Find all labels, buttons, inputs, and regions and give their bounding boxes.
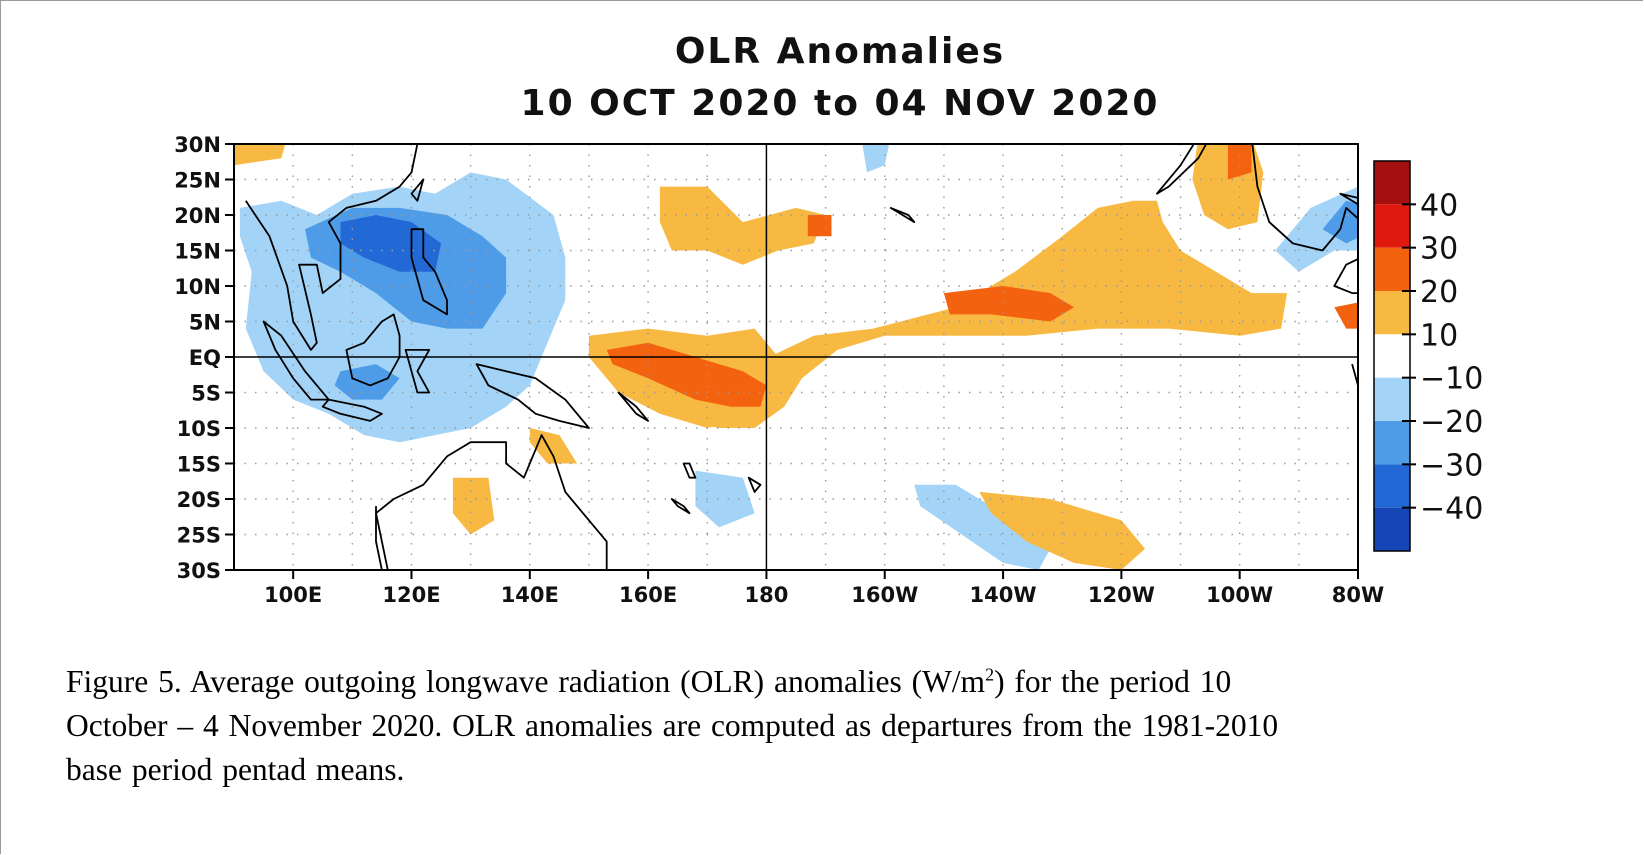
lat-tick-label: 20S (177, 488, 221, 512)
colorbar-bin (1374, 204, 1410, 248)
coastline (889, 206, 916, 224)
lon-tick-label: 160E (619, 583, 677, 607)
lon-tick-label: 140W (970, 583, 1037, 607)
lon-tick-label: 140E (501, 583, 559, 607)
colorbar-bin (1374, 377, 1410, 421)
latitude-axis: 30N 25N 20N 15N 10N 5N EQ 5S 10S 15S 20S 25S 30S (174, 133, 234, 583)
lon-tick-label: 120W (1088, 583, 1155, 607)
lon-tick-label: 180 (744, 583, 788, 607)
lon-tick-label: 100W (1206, 583, 1273, 607)
coastline (1251, 144, 1358, 295)
lat-tick-label: 30N (174, 133, 221, 157)
anomaly-region-pos20 (807, 215, 832, 237)
coastlines (245, 144, 1358, 570)
coastline (345, 313, 401, 387)
coastline (375, 434, 608, 570)
lon-tick-label: 160W (851, 583, 918, 607)
colorbar-label: −40 (1420, 492, 1483, 527)
anomaly-region-neg20 (914, 484, 1051, 570)
colorbar-border (1373, 160, 1411, 552)
lat-tick-label: 5S (191, 382, 221, 406)
lat-tick-label: 5N (189, 311, 221, 335)
anomaly-region-pos10 (234, 144, 286, 166)
lon-tick-label: 120E (382, 583, 440, 607)
coastline (375, 506, 383, 570)
coastline (670, 498, 691, 515)
colorbar-label: 40 (1420, 188, 1458, 223)
longitude-axis: 100E 120E 140E 160E 180 160W 140W 120W 100W 80W (264, 570, 1384, 607)
anomaly-region-neg20 (862, 144, 890, 173)
coastline (1351, 363, 1358, 388)
lat-tick-label: EQ (189, 346, 221, 370)
colorbar-label: 10 (1420, 318, 1458, 353)
colorbar-bin (1374, 507, 1410, 551)
anomaly-region-pos20 (943, 286, 1074, 322)
coastline (1339, 192, 1358, 206)
anomaly-region-pos10 (659, 186, 826, 265)
lat-tick-label: 15N (174, 240, 221, 264)
anomaly-region-pos20 (1227, 144, 1252, 180)
lat-tick-label: 10S (177, 417, 221, 441)
colorbar-bin (1374, 464, 1410, 508)
map-subtitle: 10 OCT 2020 to 04 NOV 2020 (520, 83, 1160, 124)
anomaly-region-pos20 (606, 342, 767, 407)
colorbar-bin (1374, 291, 1410, 335)
colorbar-bin (1374, 334, 1410, 378)
coastline (262, 320, 330, 401)
lon-tick-label: 80W (1332, 583, 1384, 607)
colorbar-bin (1374, 421, 1410, 465)
lon-tick-label: 100E (264, 583, 322, 607)
colorbar: 40 30 20 10 −10 −20 −30 −40 (1373, 160, 1483, 552)
colorbar-label: −30 (1420, 448, 1483, 483)
coastline (475, 363, 590, 429)
lat-tick-label: 15S (177, 453, 221, 477)
colorbar-bin (1374, 247, 1410, 291)
olr-anomaly-map: 30N 25N 20N 15N 10N 5N EQ 5S 10S 15S 20S 25S 30S 100… (174, 133, 1483, 607)
map-title: OLR Anomalies (674, 31, 1006, 72)
anomaly-fills (234, 144, 1358, 570)
lat-tick-label: 10N (174, 275, 221, 299)
coastline (1156, 144, 1208, 195)
coastline (682, 462, 697, 479)
coastline (747, 476, 762, 493)
coastline (410, 178, 425, 202)
anomaly-region-pos10 (979, 491, 1145, 570)
coastline (404, 348, 431, 394)
caption-superscript: 2 (985, 664, 995, 685)
anomaly-region-neg20 (695, 470, 755, 528)
colorbar-label: −10 (1420, 362, 1483, 397)
coastline (617, 391, 649, 422)
caption-line-1: Figure 5. Average outgoing longwave radi… (66, 660, 1606, 704)
reference-lines (234, 144, 1358, 570)
caption-line-1-end: ) for the period 10 (994, 664, 1232, 699)
lat-tick-label: 25N (174, 169, 221, 193)
coastline (245, 144, 419, 351)
colorbar-label: −20 (1420, 405, 1483, 440)
colorbar-label: 20 (1420, 275, 1458, 310)
coastline (410, 228, 448, 316)
caption-line-3: base period pentad means. (66, 752, 405, 787)
coastline (321, 398, 383, 422)
anomaly-region-pos20 (1334, 302, 1358, 329)
lat-tick-label: 30S (177, 559, 221, 583)
anomaly-region-pos10 (452, 477, 495, 535)
caption-line-1-text: Figure 5. Average outgoing longwave radi… (66, 664, 986, 699)
lat-tick-label: 25S (177, 524, 221, 548)
colorbar-bin (1374, 161, 1410, 205)
colorbar-label: 30 (1420, 232, 1458, 267)
caption-line-2: October – 4 November 2020. OLR anomalies… (66, 708, 1279, 743)
figure-caption: Figure 5. Average outgoing longwave radi… (66, 660, 1606, 792)
lat-tick-label: 20N (174, 204, 221, 228)
